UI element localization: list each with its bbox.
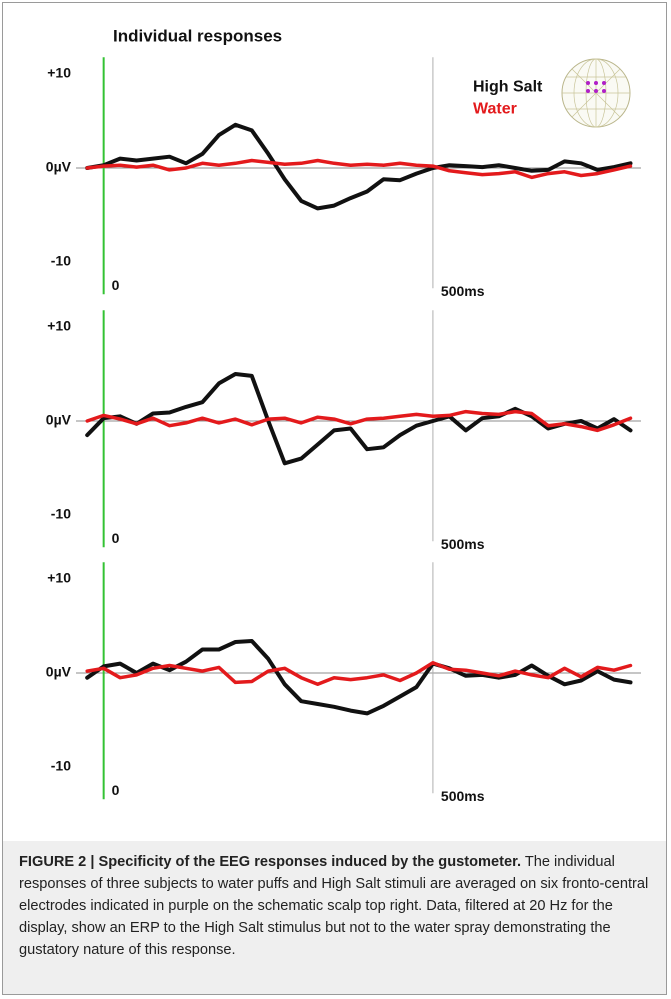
x-tick-label: 500ms [441, 788, 485, 804]
x-tick-label: 0 [112, 277, 120, 293]
series-line [87, 374, 630, 463]
x-tick-label: 500ms [441, 536, 485, 552]
y-tick-label: 0µV [46, 412, 72, 428]
caption: FIGURE 2 | Specificity of the EEG respon… [3, 841, 666, 994]
charts: Individual responses +10 0µV -10 0 500ms High … [3, 3, 666, 839]
y-tick-label: +10 [47, 318, 71, 334]
legend-entry: Water [473, 100, 517, 117]
y-tick-label: -10 [51, 758, 71, 774]
x-tick-label: 0 [112, 782, 120, 798]
y-tick-label: 0µV [46, 664, 72, 680]
y-tick-label: -10 [51, 506, 71, 522]
caption-label: FIGURE 2 | Specificity of the EEG respon… [19, 854, 521, 870]
figure: Individual responses +10 0µV -10 0 500ms High … [2, 2, 667, 995]
chart-title: Individual responses [113, 27, 282, 46]
x-tick-label: 500ms [441, 283, 485, 299]
y-tick-label: +10 [47, 65, 71, 81]
series-line [87, 125, 630, 209]
y-tick-label: -10 [51, 253, 71, 269]
y-tick-label: 0µV [46, 159, 72, 175]
y-tick-label: +10 [47, 570, 71, 586]
scalp-icon [562, 59, 630, 127]
x-tick-label: 0 [112, 530, 120, 546]
legend-entry: High Salt [473, 78, 543, 95]
